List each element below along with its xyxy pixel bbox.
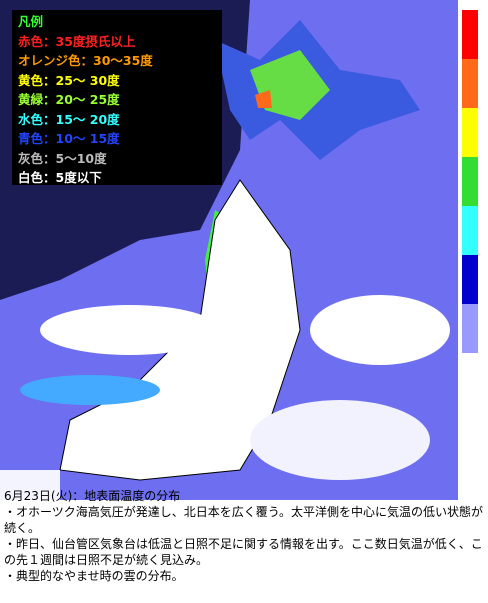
cloud <box>310 295 450 365</box>
color-swatch <box>462 255 478 304</box>
hot-spot <box>255 90 272 108</box>
legend-item: オレンジ色：30～35度 <box>18 53 153 68</box>
caption-heading: 6月23日(火)：地表面温度の分布 <box>4 489 181 503</box>
color-swatch <box>462 108 478 157</box>
cloud <box>250 400 430 480</box>
color-swatch <box>462 206 478 255</box>
legend-title: 凡例 <box>18 14 44 29</box>
legend-item: 白色：5度以下 <box>18 170 102 185</box>
caption-note: ・オホーツク海高気圧が発達し、北日本を広く覆う。太平洋側を中心に気温の低い状態が… <box>4 505 484 535</box>
color-swatch <box>462 157 478 206</box>
legend-item: 黄色：25～ 30度 <box>18 72 120 88</box>
honshu <box>59 179 301 481</box>
caption-note: ・昨日、仙台管区気象台は低温と日照不足に関する情報を出す。ここ数日気温が低く、こ… <box>4 537 483 567</box>
color-swatch <box>462 10 478 59</box>
cool-area <box>20 375 160 405</box>
cloud <box>40 305 220 355</box>
legend: 凡例赤色：35度摂氏以上オレンジ色：30～35度 黄色：25～ 30度 黄緑：20～… <box>12 10 222 185</box>
legend-item: 灰色：5～10度 <box>18 150 107 166</box>
legend-item: 赤色：35度摂氏以上 <box>18 33 136 49</box>
legend-item: 水色：15～ 20度 <box>18 111 120 127</box>
cloud <box>0 470 60 500</box>
color-bar <box>462 10 478 353</box>
legend-item: 黄緑：20～ 25度 <box>18 92 120 107</box>
color-swatch <box>462 304 478 353</box>
satellite-map <box>0 0 458 500</box>
caption-note: ・典型的なやませ時の雲の分布。 <box>4 569 184 583</box>
legend-item: 青色：10～ 15度 <box>18 131 120 146</box>
caption: 6月23日(火)：地表面温度の分布 ・オホーツク海高気圧が発達し、北日本を広く覆… <box>4 488 484 584</box>
color-swatch <box>462 59 478 108</box>
